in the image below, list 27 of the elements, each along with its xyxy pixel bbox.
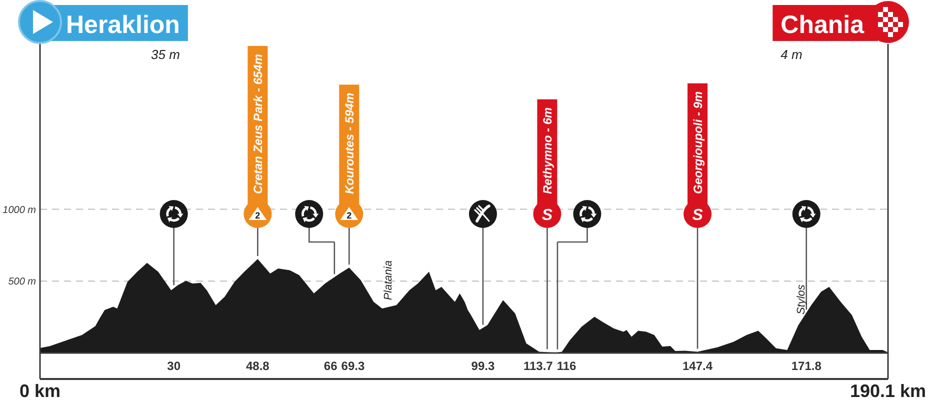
annotation: 2	[346, 210, 352, 220]
annotation: 4 m	[780, 47, 802, 62]
ref-line-label: Kouroutes - 594m	[342, 92, 357, 194]
text: 116	[556, 359, 577, 373]
text: Chania	[780, 11, 866, 39]
y-tick-label: 500 m	[8, 276, 36, 288]
annotation: S	[692, 207, 704, 224]
ref-line-label: Cretan Zeus Park - 654m	[251, 54, 266, 194]
text: 171.8	[791, 359, 822, 373]
annotation: Platania	[382, 260, 395, 300]
annotation: Stylos	[796, 284, 808, 315]
text: Heraklion	[66, 11, 180, 39]
annotation: 2	[255, 210, 260, 220]
text: 48.8	[246, 359, 270, 373]
annotation: 35 m	[151, 47, 180, 62]
y-tick-label: 1000 m	[2, 204, 36, 216]
text: 99.3	[471, 359, 495, 373]
ref-line-label: Rethymno - 6m	[540, 106, 555, 194]
text: 147.4	[682, 359, 713, 373]
annotation: S	[542, 207, 553, 224]
ref-line-label: Georgioupoli - 9m	[691, 91, 706, 194]
text: 69.3	[341, 359, 365, 373]
x-tick-label: 0 km	[19, 381, 61, 400]
text: 113.7	[523, 359, 554, 373]
text: 66	[324, 359, 338, 373]
x-tick-label: 190.1 km	[850, 381, 926, 400]
text: 30	[167, 359, 181, 373]
